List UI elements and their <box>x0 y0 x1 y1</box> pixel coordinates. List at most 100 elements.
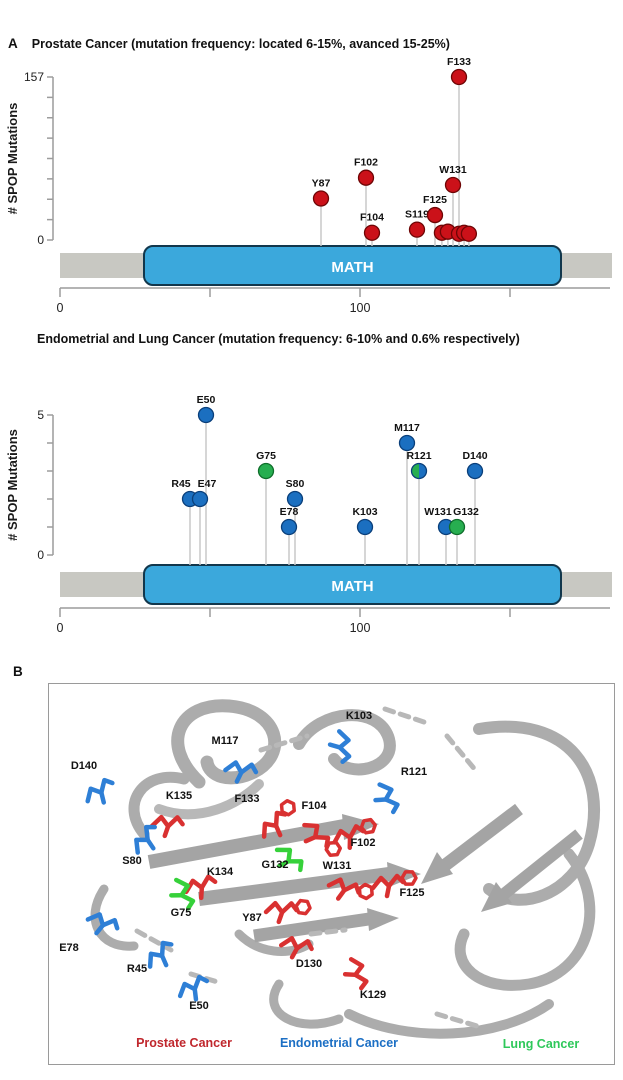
residue-label-W131: W131 <box>322 860 352 872</box>
protein-structure-svg <box>85 699 600 1039</box>
protein-disordered-loops <box>134 706 480 1029</box>
residue-stick-F104 <box>302 822 343 857</box>
residue-stick-F125 <box>370 870 418 899</box>
residue-label-F102: F102 <box>350 837 376 849</box>
y-tick-label-zero: 0 <box>37 233 44 247</box>
mutation-label-F125: F125 <box>423 194 447 206</box>
mutation-label-E78: E78 <box>280 506 299 518</box>
mutation-point-D140 <box>466 462 484 480</box>
protein-beta-strands <box>147 803 583 943</box>
endometrial-plot-title: Endometrial and Lung Cancer (mutation fr… <box>37 332 520 346</box>
mutation-label-W131: W131 <box>424 506 452 518</box>
mutation-point-unlabeled <box>460 225 478 242</box>
residue-stick-K129 <box>342 956 369 991</box>
legend-prostate-cancer: Prostate Cancer <box>136 1036 232 1050</box>
residue-label-R121: R121 <box>400 766 428 778</box>
math-domain-box <box>143 564 562 605</box>
y-tick-label-max: 5 <box>37 408 44 422</box>
y-axis-label: # SPOP Mutations <box>5 103 20 215</box>
panel-a-header: A Prostate Cancer (mutation frequency: l… <box>8 36 450 51</box>
y-axis-label: # SPOP Mutations <box>5 429 20 541</box>
residue-label-K129: K129 <box>359 989 387 1001</box>
x-tick-label: 0 <box>57 301 64 315</box>
panel-a-letter: A <box>8 36 18 51</box>
mutation-point-G75 <box>257 462 275 480</box>
prostate-lollipop-plot: 157 0 # SPOP Mutations MATH 0 100 Y87 F102 F104 S… <box>5 56 612 315</box>
mutation-point-G132 <box>448 518 466 536</box>
x-tick-label: 0 <box>57 621 64 635</box>
prostate-plot-title: Prostate Cancer (mutation frequency: loc… <box>31 37 450 51</box>
math-domain-label: MATH <box>331 578 373 595</box>
mutation-label-W131: W131 <box>439 164 467 176</box>
residue-stick-S80 <box>134 824 157 855</box>
residue-label-S80: S80 <box>122 855 142 867</box>
mutation-label-S80: S80 <box>286 478 305 490</box>
mutation-point-F104 <box>363 224 381 241</box>
math-domain-label: MATH <box>331 259 373 276</box>
residue-stick-R45 <box>147 940 174 969</box>
mutation-label-F102: F102 <box>354 157 378 169</box>
math-domain-box <box>143 245 562 286</box>
protein-ribbon <box>90 699 600 1039</box>
residue-label-K103: K103 <box>345 710 373 722</box>
residue-stick-K135 <box>149 814 185 839</box>
residue-label-M117: M117 <box>211 735 239 747</box>
mutation-label-R121: R121 <box>406 450 431 462</box>
x-tick-label: 100 <box>350 621 371 635</box>
residue-stick-E78 <box>85 912 120 936</box>
residue-label-K135: K135 <box>165 790 193 802</box>
mutation-label-E50: E50 <box>197 394 216 406</box>
y-tick-label-zero: 0 <box>37 548 44 562</box>
endometrial-lung-lollipop-plot: 5 0 # SPOP Mutations MATH 0 100 R45 E47 E50 G75 E7… <box>5 394 612 635</box>
residue-stick-K103 <box>327 729 352 765</box>
legend-endometrial-cancer: Endometrial Cancer <box>279 1036 399 1050</box>
mutation-label-F133: F133 <box>447 56 471 68</box>
residue-stick-D130 <box>278 935 314 960</box>
residue-label-R45: R45 <box>126 963 148 975</box>
mutation-label-F104: F104 <box>360 212 384 224</box>
mutation-label-K103: K103 <box>352 506 377 518</box>
mutation-label-G132: G132 <box>453 506 479 518</box>
protein-structure-panel: D140 M117 K103 R121 K135 F133 F104 F102 W131 G132… <box>48 683 615 1065</box>
mutation-label-G75: G75 <box>256 450 276 462</box>
residue-stick-G132 <box>274 847 304 873</box>
mutation-point-F133 <box>450 68 468 86</box>
residue-label-G132: G132 <box>261 859 289 871</box>
residue-stick-E50 <box>177 974 210 1002</box>
legend-lung-cancer: Lung Cancer <box>502 1037 580 1051</box>
mutation-label-E47: E47 <box>198 478 217 490</box>
residue-label-K134: K134 <box>206 866 234 878</box>
mutation-point-E50 <box>197 406 215 424</box>
residue-label-F133: F133 <box>234 793 260 805</box>
residue-sticks-layer <box>85 729 418 1002</box>
mutation-point-half <box>411 463 419 479</box>
endometrial-plot-header: Endometrial and Lung Cancer (mutation fr… <box>37 332 520 346</box>
mutation-point-E78 <box>280 518 298 536</box>
mutation-point-W131 <box>444 176 462 194</box>
residue-stick-G75 <box>169 877 196 911</box>
y-tick-label-max: 157 <box>24 70 44 84</box>
residue-label-G75: G75 <box>170 907 192 919</box>
residue-stick-F102 <box>332 817 377 851</box>
residue-label-F104: F104 <box>301 800 327 812</box>
residue-stick-K134 <box>183 874 218 901</box>
residue-label-F125: F125 <box>399 887 425 899</box>
mutation-label-R45: R45 <box>171 478 190 490</box>
residue-stick-D140 <box>85 777 115 805</box>
residue-label-E78: E78 <box>59 942 79 954</box>
residue-label-D130: D130 <box>295 958 323 970</box>
mutation-label-Y87: Y87 <box>312 177 331 189</box>
mutation-point-K103 <box>356 518 374 536</box>
residue-label-Y87: Y87 <box>242 912 262 924</box>
residue-stick-R121 <box>373 782 400 815</box>
residue-stick-F133 <box>261 798 296 839</box>
mutation-point-M117 <box>398 434 416 452</box>
residue-stick-Y87 <box>263 898 312 925</box>
mutation-point-outline <box>410 462 428 480</box>
mutation-point-F102 <box>357 169 375 186</box>
mutation-point-S80 <box>286 490 304 508</box>
mutation-label-M117: M117 <box>394 422 420 434</box>
mutation-label-S119: S119 <box>405 209 429 221</box>
mutation-point-S119 <box>408 221 426 238</box>
